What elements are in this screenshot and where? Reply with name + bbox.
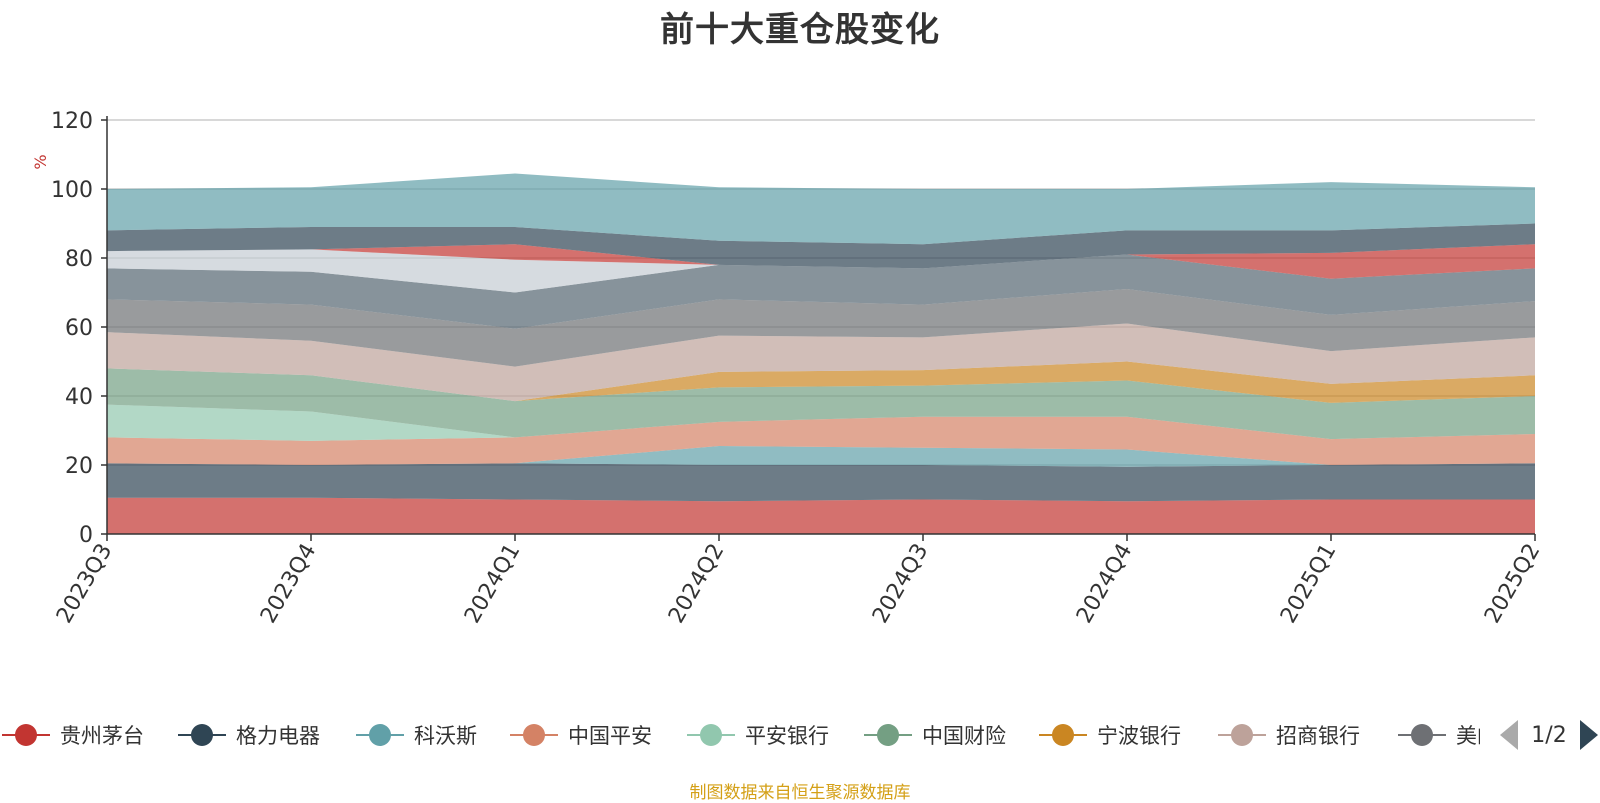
x-tick-label: 2025Q2 — [1480, 540, 1545, 628]
legend-item[interactable]: 中国平安 — [508, 712, 652, 758]
legend-item[interactable]: 招商银行 — [1216, 712, 1360, 758]
legend-marker-icon — [2, 724, 50, 746]
area-series-9[interactable]: 美的集团 — [107, 289, 1535, 367]
y-tick-label: 0 — [79, 523, 93, 548]
x-tick-label: 2024Q1 — [460, 540, 525, 628]
area-series-1[interactable]: 贵州茅台 — [107, 497, 1535, 534]
legend-marker-icon — [178, 724, 226, 746]
source-note: 制图数据来自恒生聚源数据库 — [689, 783, 911, 803]
legend-label: 科沃斯 — [414, 724, 477, 748]
y-tick-label: 60 — [65, 316, 93, 341]
legend-marker-icon — [687, 724, 735, 746]
area-series-4[interactable]: 中国平安 — [107, 416, 1535, 465]
area-series-2[interactable]: 格力电器 — [107, 463, 1535, 502]
y-tick-label: 20 — [65, 454, 93, 479]
area-series: 贵州茅台格力电器科沃斯中国平安平安银行中国财险宁波银行招商银行美的集团腾讯控股中… — [107, 173, 1535, 534]
x-tick-label: 2025Q1 — [1276, 540, 1341, 628]
legend-item[interactable]: 美的集团 — [1396, 712, 1480, 758]
area-series-13[interactable]: 五粮液 — [107, 223, 1535, 269]
x-tick-label: 2024Q4 — [1072, 540, 1137, 628]
legend-marker-icon — [356, 724, 404, 746]
legend-item[interactable]: 格力电器 — [176, 712, 320, 758]
y-tick-label: 100 — [51, 178, 93, 203]
y-tick-label: 120 — [51, 109, 93, 134]
area-series-6[interactable]: 中国财险 — [107, 368, 1535, 440]
legend-marker-icon — [510, 724, 558, 746]
legend-marker-icon — [864, 724, 912, 746]
area-series-3[interactable]: 科沃斯 — [107, 446, 1535, 467]
x-tick-label: 2023Q4 — [256, 540, 321, 628]
stacked-area-chart: 贵州茅台格力电器科沃斯中国平安平安银行中国财险宁波银行招商银行美的集团腾讯控股中… — [31, 109, 1545, 628]
legend-pager: 1/2 — [1500, 717, 1600, 753]
y-tick-label: 40 — [65, 385, 93, 410]
legend-next-page-icon[interactable] — [1580, 720, 1598, 750]
legend-marker-icon — [1398, 724, 1446, 746]
y-tick-label: 80 — [65, 247, 93, 272]
legend-item[interactable]: 贵州茅台 — [0, 712, 144, 758]
area-series-5[interactable]: 平安银行 — [107, 404, 1535, 441]
legend: 贵州茅台 格力电器 科沃斯 中国平安 平安银行 中国财险 宁波银行 招商银行 美的集团 — [0, 712, 1480, 758]
legend-item[interactable]: 平安银行 — [685, 712, 829, 758]
area-series-14[interactable]: 其他 — [107, 173, 1535, 245]
y-axis-label: % — [31, 154, 50, 169]
legend-label: 格力电器 — [236, 724, 320, 748]
area-series-12[interactable]: 伊利股份 — [107, 244, 1535, 279]
legend-item[interactable]: 科沃斯 — [354, 712, 477, 758]
x-tick-label: 2024Q2 — [664, 540, 729, 628]
legend-label: 贵州茅台 — [60, 724, 144, 748]
legend-item[interactable]: 宁波银行 — [1037, 712, 1181, 758]
legend-label: 美的集团 — [1456, 724, 1480, 748]
legend-marker-icon — [1218, 724, 1266, 746]
legend-page-indicator: 1/2 — [1531, 722, 1567, 748]
legend-item[interactable]: 中国财险 — [862, 712, 1006, 758]
x-tick-label: 2024Q3 — [868, 540, 933, 628]
legend-label: 宁波银行 — [1097, 724, 1181, 748]
legend-label: 平安银行 — [745, 724, 829, 748]
legend-label: 招商银行 — [1276, 724, 1360, 748]
area-series-7[interactable]: 宁波银行 — [107, 361, 1535, 403]
x-tick-label: 2023Q3 — [52, 540, 117, 628]
area-series-8[interactable]: 招商银行 — [107, 323, 1535, 402]
area-series-11[interactable]: 中国神华 — [107, 249, 1535, 293]
legend-marker-icon — [1039, 724, 1087, 746]
legend-label: 中国财险 — [922, 724, 1006, 748]
chart-title: 前十大重仓股变化 — [660, 10, 940, 50]
legend-prev-page-icon[interactable] — [1500, 720, 1518, 750]
legend-label: 中国平安 — [568, 724, 652, 748]
area-series-10[interactable]: 腾讯控股 — [107, 254, 1535, 329]
